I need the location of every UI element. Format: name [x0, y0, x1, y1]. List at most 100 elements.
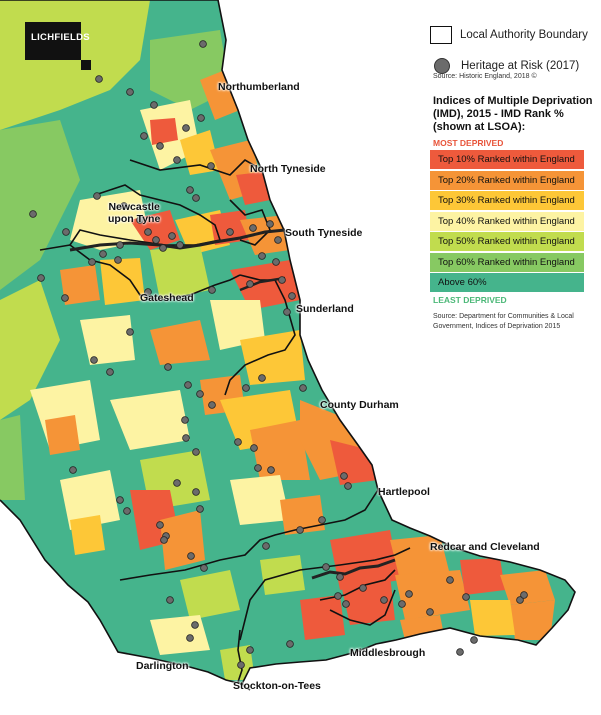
heritage-at-risk-dot	[237, 661, 245, 669]
heritage-at-risk-dot	[120, 202, 128, 210]
heritage-at-risk-dot	[456, 648, 464, 656]
heritage-at-risk-dot	[164, 363, 172, 371]
heritage-at-risk-dot	[173, 156, 181, 164]
least-deprived-label: LEAST DEPRIVED	[433, 295, 507, 305]
heritage-at-risk-dot	[250, 444, 258, 452]
heritage-at-risk-dot	[286, 640, 294, 648]
heritage-at-risk-dot	[344, 482, 352, 490]
heritage-at-risk-dot	[69, 466, 77, 474]
heritage-at-risk-dot	[200, 564, 208, 572]
river-tees-south	[237, 629, 251, 691]
heritage-at-risk-dot	[186, 634, 194, 642]
legend-heritage-label: Heritage at Risk (2017)	[461, 60, 580, 72]
heritage-at-risk-dot	[226, 228, 234, 236]
legend-boundary: Local Authority Boundary	[430, 26, 588, 44]
heritage-at-risk-dot	[288, 292, 296, 300]
imd-class-4: Top 40% Ranked within England	[430, 211, 584, 231]
heritage-at-risk-dot	[342, 600, 350, 608]
heritage-at-risk-dot	[160, 536, 168, 544]
label-gateshead: Gateshead	[140, 292, 194, 304]
heritage-at-risk-dot	[191, 621, 199, 629]
legend-heritage: Heritage at Risk (2017)	[430, 58, 579, 74]
imd-class-3: Top 30% Ranked within England	[430, 191, 584, 210]
heritage-at-risk-dot	[196, 390, 204, 398]
imd-source: Source: Department for Communities & Loc…	[433, 313, 574, 330]
heritage-at-risk-dot	[29, 210, 37, 218]
label-sunderland: Sunderland	[296, 303, 354, 315]
heritage-at-risk-dot	[173, 479, 181, 487]
heritage-at-risk-dot	[398, 600, 406, 608]
heritage-at-risk-dot	[267, 466, 275, 474]
label-south-tyneside: South Tyneside	[285, 227, 363, 239]
heritage-at-risk-dot	[405, 590, 413, 598]
label-middlesbrough: Middlesbrough	[350, 647, 426, 659]
heritage-at-risk-dot	[156, 142, 164, 150]
heritage-at-risk-dot	[90, 356, 98, 364]
heritage-at-risk-dot	[272, 258, 280, 266]
heritage-at-risk-dot	[61, 294, 69, 302]
heritage-at-risk-dot	[334, 592, 342, 600]
heritage-at-risk-dot	[168, 232, 176, 240]
heritage-at-risk-dot	[126, 88, 134, 96]
heritage-at-risk-dot	[359, 584, 367, 592]
heritage-at-risk-dot	[426, 608, 434, 616]
imd-class-1: Top 10% Ranked within England	[430, 150, 584, 169]
heritage-at-risk-dot	[254, 464, 262, 472]
heritage-at-risk-dot	[470, 636, 478, 644]
logo-text: LICHFIELDS	[25, 22, 90, 60]
heritage-at-risk-dot	[136, 216, 144, 224]
heritage-dot-icon	[434, 58, 450, 74]
heritage-at-risk-dot	[296, 526, 304, 534]
imd-title: Indices of Multiple Deprivation (IMD), 2…	[433, 95, 593, 133]
heritage-at-risk-dot	[93, 192, 101, 200]
imd-class-5: Top 50% Ranked within England	[430, 232, 584, 251]
heritage-at-risk-dot	[318, 516, 326, 524]
heritage-at-risk-dot	[95, 75, 103, 83]
heritage-at-risk-dot	[37, 274, 45, 282]
heritage-at-risk-dot	[140, 132, 148, 140]
heritage-at-risk-dot	[166, 596, 174, 604]
label-hartlepool: Hartlepool	[378, 486, 430, 498]
heritage-at-risk-dot	[274, 236, 282, 244]
heritage-at-risk-dot	[246, 280, 254, 288]
heritage-at-risk-dot	[249, 224, 257, 232]
heritage-at-risk-dot	[123, 507, 131, 515]
heritage-at-risk-dot	[186, 186, 194, 194]
heritage-at-risk-dot	[144, 228, 152, 236]
imd-class-2: Top 20% Ranked within England	[430, 170, 584, 190]
heritage-at-risk-dot	[182, 434, 190, 442]
heritage-at-risk-dot	[182, 124, 190, 132]
heritage-source: Source: Historic England, 2018 ©	[433, 73, 537, 80]
heritage-at-risk-dot	[144, 288, 152, 296]
heritage-at-risk-dot	[99, 250, 107, 258]
river-tyne	[69, 228, 286, 252]
river-tees	[311, 558, 396, 580]
label-redcar-cleveland: Redcar and Cleveland	[430, 541, 540, 553]
heritage-at-risk-dot	[106, 368, 114, 376]
imd-class-7: Above 60%	[430, 273, 584, 292]
logo-corner	[81, 60, 91, 70]
heritage-at-risk-dot	[234, 438, 242, 446]
boundary-swatch	[430, 26, 452, 44]
heritage-at-risk-dot	[88, 258, 96, 266]
heritage-at-risk-dot	[516, 596, 524, 604]
heritage-at-risk-dot	[207, 162, 215, 170]
heritage-at-risk-dot	[462, 593, 470, 601]
heritage-at-risk-dot	[242, 384, 250, 392]
heritage-at-risk-dot	[208, 401, 216, 409]
heritage-at-risk-dot	[283, 308, 291, 316]
heritage-at-risk-dot	[181, 416, 189, 424]
most-deprived-label: MOST DEPRIVED	[433, 138, 504, 148]
heritage-at-risk-dot	[62, 228, 70, 236]
imd-class-6: Top 60% Ranked within England	[430, 252, 584, 272]
heritage-at-risk-dot	[380, 596, 388, 604]
label-stockton: Stockton-on-Tees	[233, 680, 321, 692]
label-north-tyneside: North Tyneside	[250, 163, 326, 175]
label-newcastle: Newcastle upon Tyne	[108, 201, 161, 225]
label-county-durham: County Durham	[320, 399, 399, 411]
heritage-at-risk-dot	[246, 646, 254, 654]
heritage-at-risk-dot	[262, 542, 270, 550]
heritage-at-risk-dot	[116, 496, 124, 504]
heritage-at-risk-dot	[192, 488, 200, 496]
heritage-at-risk-dot	[187, 552, 195, 560]
